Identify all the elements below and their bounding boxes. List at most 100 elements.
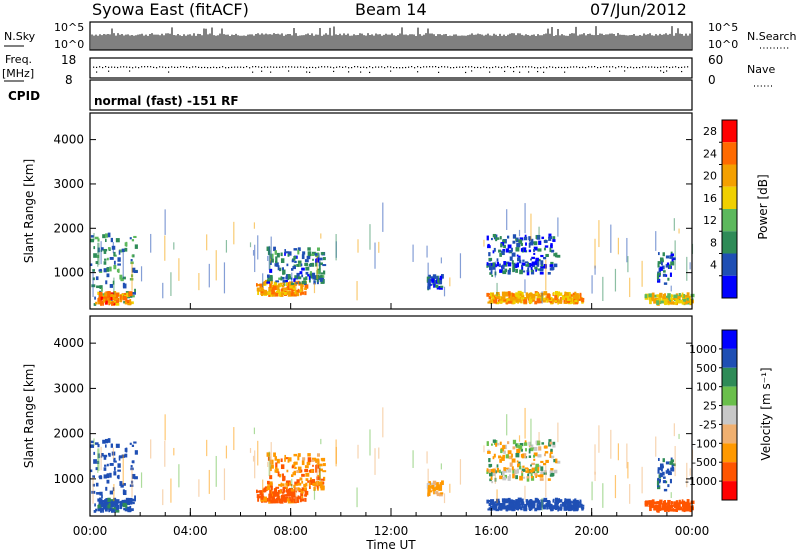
power-echo-cell xyxy=(296,290,300,294)
power-echo-cell xyxy=(273,281,278,286)
velocity-echo-cell xyxy=(536,505,541,510)
power-echo-cell xyxy=(293,278,296,282)
power-echo-cell xyxy=(305,266,310,271)
velocity-echo-streak xyxy=(594,444,596,475)
velocity-echo-cell xyxy=(649,506,652,512)
freq-dot xyxy=(510,66,512,69)
power-echo-cell xyxy=(90,263,93,266)
velocity-echo-streak xyxy=(93,438,95,446)
velocity-echo-cell xyxy=(508,501,511,505)
power-echo-cell xyxy=(486,262,489,266)
power-echo-streak xyxy=(673,218,675,231)
freq-dot xyxy=(513,66,515,69)
power-echo-cell xyxy=(277,265,280,271)
velocity-echo-cell xyxy=(278,483,282,487)
velocity-echo-streak xyxy=(524,407,526,439)
power-colorbar-segment xyxy=(722,186,737,209)
velocity-echo-cell xyxy=(103,474,107,479)
freq-dot xyxy=(414,67,416,69)
power-echo-cell xyxy=(266,281,271,284)
power-echo-cell xyxy=(301,254,305,260)
velocity-echo-cell xyxy=(535,466,540,472)
power-echo-cell xyxy=(308,279,311,283)
freq-dot xyxy=(675,66,677,68)
velocity-echo-cell xyxy=(293,470,296,473)
power-echo-cell xyxy=(269,283,272,288)
power-echo-streak xyxy=(629,277,631,298)
velocity-echo-cell xyxy=(113,497,117,503)
freq-dot xyxy=(390,66,392,68)
power-echo-cell xyxy=(542,298,546,303)
velocity-echo-cell xyxy=(564,498,568,503)
freq-dot xyxy=(306,67,308,69)
velocity-echo-cell xyxy=(114,504,116,508)
velocity-echo-cell xyxy=(539,478,544,481)
velocity-echo-cell xyxy=(307,480,310,483)
power-echo-cell xyxy=(98,294,102,298)
power-echo-cell xyxy=(302,251,306,255)
power-echo-cell xyxy=(316,277,319,283)
power-echo-cell xyxy=(538,258,541,262)
velocity-echo-cell xyxy=(276,458,280,464)
freq-dot xyxy=(360,66,362,69)
velocity-echo-cell xyxy=(280,495,284,499)
power-echo-cell xyxy=(498,249,502,253)
freq-dot xyxy=(204,66,206,69)
power-echo-cell xyxy=(516,262,520,268)
power-echo-cell xyxy=(537,268,541,271)
velocity-echo-cell xyxy=(98,475,102,478)
velocity-echo-cell xyxy=(269,466,272,472)
velocity-echo-cell xyxy=(306,461,311,466)
velocity-echo-streak xyxy=(449,483,451,493)
power-echo-cell xyxy=(686,300,691,304)
velocity-echo-cell xyxy=(284,454,287,459)
velocity-echo-cell xyxy=(670,467,675,472)
velocity-echo-cell xyxy=(108,508,113,511)
beam-title: Beam 14 xyxy=(355,0,427,19)
velocity-echo-cell xyxy=(109,500,113,504)
power-echo-cell xyxy=(103,249,107,254)
velocity-colorbar-label: 1000 xyxy=(689,343,717,356)
velocity-echo-cell xyxy=(266,487,271,491)
power-echo-cell xyxy=(269,268,273,273)
power-echo-cell xyxy=(301,287,304,292)
velocity-echo-cell xyxy=(106,473,110,479)
velocity-echo-cell xyxy=(558,498,561,503)
freq-dot xyxy=(468,66,470,68)
nsearch-label: N.Search xyxy=(747,30,797,43)
velocity-echo-cell xyxy=(104,507,108,512)
velocity-echo-cell xyxy=(427,485,431,489)
velocity-echo-cell xyxy=(262,488,266,492)
velocity-echo-cell xyxy=(533,454,536,458)
power-colorbar-label: 28 xyxy=(703,125,717,138)
power-colorbar-label: 24 xyxy=(703,147,717,160)
power-echo-cell xyxy=(296,272,300,278)
power-echo-cell xyxy=(122,296,127,301)
velocity-echo-cell xyxy=(307,453,311,457)
power-echo-cell xyxy=(581,299,585,303)
velocity-echo-cell xyxy=(319,483,323,489)
power-echo-cell xyxy=(117,257,121,262)
power-echo-cell xyxy=(512,267,515,273)
freq-dot xyxy=(294,66,296,68)
power-echo-cell xyxy=(133,270,138,274)
power-echo-cell xyxy=(490,237,493,241)
velocity-echo-cell xyxy=(311,457,316,462)
freq-dot xyxy=(633,67,635,69)
nave-dot xyxy=(471,70,473,72)
power-echo-cell xyxy=(509,295,513,300)
velocity-echo-cell xyxy=(288,482,291,486)
power-echo-streak xyxy=(514,262,516,271)
power-echo-cell xyxy=(540,260,544,265)
power-echo-cell xyxy=(304,284,309,288)
velocity-echo-streak xyxy=(319,465,321,482)
velocity-echo-cell xyxy=(496,467,499,473)
power-colorbar-label: 20 xyxy=(703,170,717,183)
velocity-ytick-label: 3000 xyxy=(53,381,84,395)
freq-dot xyxy=(174,66,176,68)
velocity-echo-cell xyxy=(560,506,563,510)
freq-dot xyxy=(486,66,488,69)
velocity-echo-cell xyxy=(537,454,542,458)
velocity-echo-cell xyxy=(296,470,300,474)
velocity-echo-streak xyxy=(170,478,172,503)
